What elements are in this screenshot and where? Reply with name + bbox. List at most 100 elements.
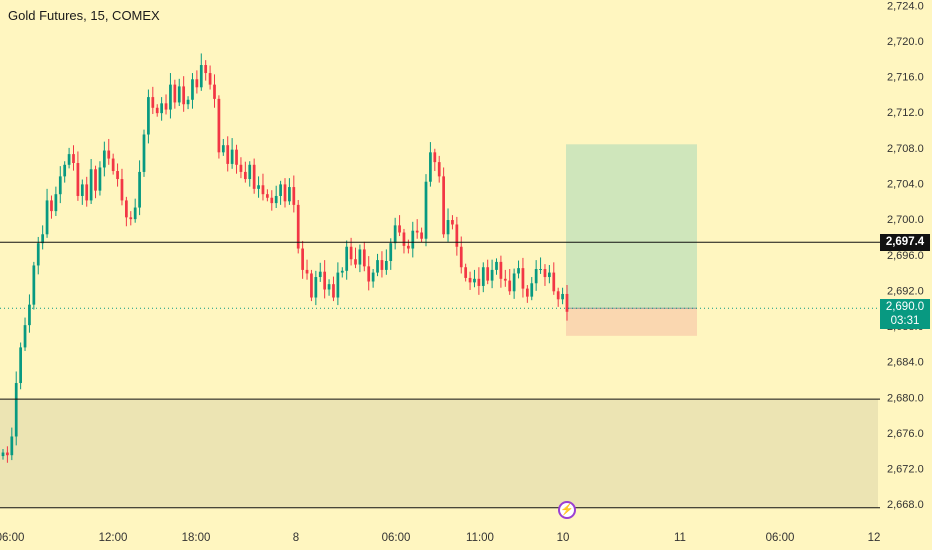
candle-body <box>464 267 468 278</box>
candlestick <box>1 448 5 460</box>
candle-body <box>248 164 252 180</box>
candlestick <box>424 174 428 247</box>
candlestick <box>89 159 93 204</box>
candlestick <box>80 179 84 205</box>
candlestick <box>14 371 18 446</box>
candle-body <box>349 246 353 260</box>
candlestick <box>186 96 190 110</box>
candle-body <box>195 79 199 88</box>
candlestick <box>354 247 357 269</box>
stop-loss-zone <box>566 308 697 336</box>
candle-body <box>45 200 49 235</box>
candle-body <box>486 267 490 281</box>
candle-body <box>508 280 512 292</box>
candle-body <box>186 99 190 105</box>
candle-body <box>336 272 340 298</box>
y-tick-label: 2,704.0 <box>887 179 924 191</box>
candlestick <box>288 178 291 205</box>
lightning-icon[interactable]: ⚡ <box>558 501 576 519</box>
candlestick <box>442 167 445 238</box>
candle-body <box>362 249 366 267</box>
candle-body <box>310 273 313 298</box>
y-tick-label: 2,672.0 <box>887 464 924 476</box>
candlestick <box>10 427 14 461</box>
candlestick <box>384 249 388 275</box>
candlestick <box>477 267 481 295</box>
candle-body <box>85 184 89 201</box>
candlestick <box>362 241 366 272</box>
candlestick <box>36 236 40 275</box>
candlestick <box>371 269 375 288</box>
candlestick <box>252 158 256 194</box>
candle-body <box>116 171 119 180</box>
candlestick <box>468 271 472 290</box>
candlestick <box>213 74 216 108</box>
candle-body <box>548 272 551 278</box>
candle-body <box>213 84 216 99</box>
candle-body <box>314 277 318 298</box>
candle-body <box>173 84 177 103</box>
candle-body <box>230 149 234 164</box>
candlestick <box>67 147 71 169</box>
candlestick <box>503 269 507 287</box>
candlestick <box>446 208 450 242</box>
candlestick <box>292 175 296 213</box>
candlestick <box>138 160 141 216</box>
candle-body <box>147 97 150 135</box>
candle-body <box>239 164 243 172</box>
candle-body <box>503 278 507 281</box>
candlestick <box>243 161 247 183</box>
candle-body <box>151 97 155 108</box>
candle-body <box>495 261 498 270</box>
candlestick <box>160 97 163 121</box>
candlestick <box>486 259 490 285</box>
candle-body <box>442 176 445 235</box>
candlestick <box>221 138 225 156</box>
candle-body <box>530 283 534 297</box>
candlestick <box>261 173 265 201</box>
candlestick <box>120 168 124 206</box>
candlestick <box>72 145 75 171</box>
candlestick <box>50 195 53 219</box>
candle-body <box>133 207 137 220</box>
candlestick <box>561 287 564 305</box>
candle-body <box>446 220 450 235</box>
candle-body <box>261 185 265 195</box>
y-tick-label: 2,676.0 <box>887 428 924 440</box>
x-tick-label: 12:00 <box>99 532 128 544</box>
candlestick <box>415 219 419 239</box>
candlestick <box>552 262 556 295</box>
profit-zone <box>566 144 697 309</box>
candlestick <box>274 185 278 208</box>
candle-body <box>89 169 93 201</box>
candle-body <box>459 246 463 268</box>
candlestick <box>530 277 534 301</box>
candle-body <box>499 261 503 279</box>
candle-body <box>54 194 58 212</box>
candle-body <box>1 452 5 457</box>
candle-body <box>340 270 344 273</box>
candle-body <box>490 269 494 281</box>
candle-body <box>199 65 203 88</box>
candle-body <box>257 185 260 189</box>
candle-body <box>107 150 111 159</box>
candlestick <box>548 265 551 284</box>
candlestick <box>433 148 437 172</box>
x-tick-label: 12 <box>868 532 881 544</box>
candle-body <box>376 260 379 273</box>
candlestick <box>133 198 137 223</box>
candlestick <box>455 216 459 256</box>
candle-body <box>98 167 102 191</box>
current-price-value: 2,690.0 <box>885 301 925 314</box>
horizontal-line-price-tag[interactable]: 2,697.4 <box>880 233 930 251</box>
candle-body <box>552 272 556 292</box>
candle-body <box>561 293 564 300</box>
candle-body <box>477 278 481 286</box>
candlestick <box>429 142 432 187</box>
x-tick-label: 11 <box>674 532 686 544</box>
candle-body <box>221 145 225 153</box>
candlestick <box>58 166 62 204</box>
chart-title: Gold Futures, 15, COMEX <box>8 8 160 23</box>
